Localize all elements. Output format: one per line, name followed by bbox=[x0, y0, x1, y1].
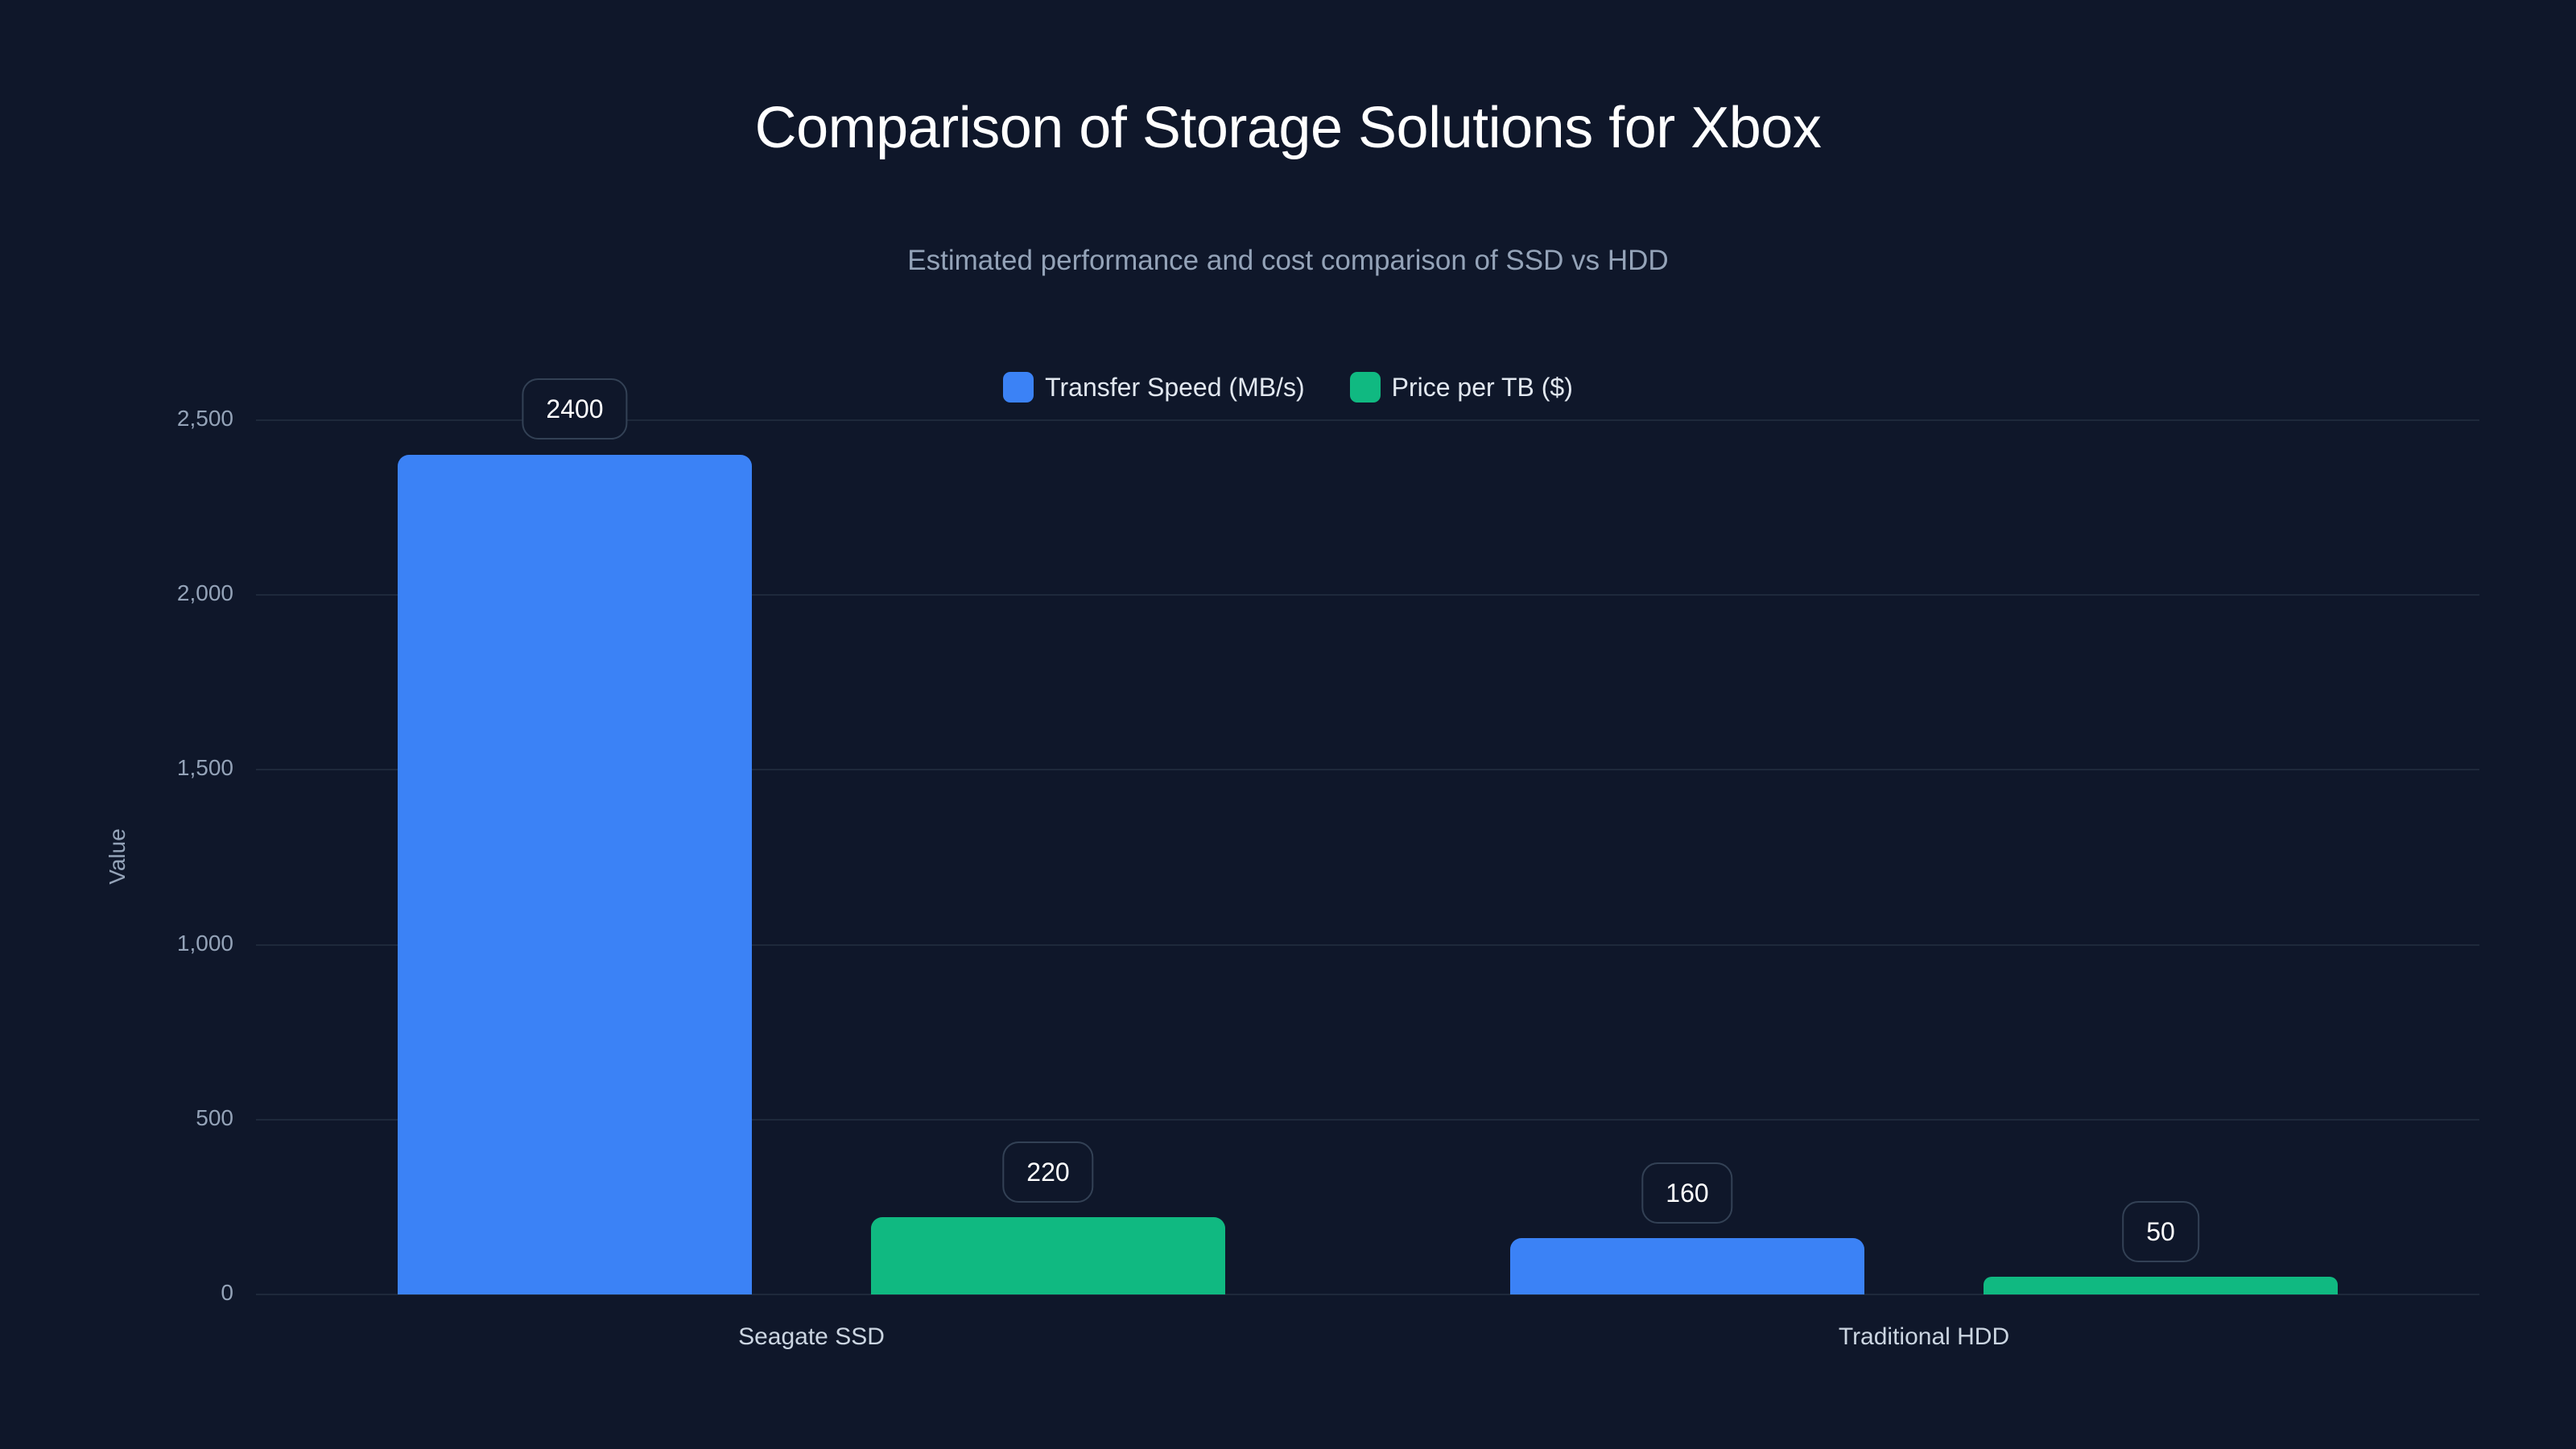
y-tick-label: 2,500 bbox=[176, 406, 233, 431]
legend-swatch-blue-icon bbox=[1003, 372, 1034, 402]
bar-ssd-transfer-speed[interactable] bbox=[398, 455, 752, 1294]
x-axis-baseline bbox=[256, 1294, 2479, 1295]
y-tick-label: 2,000 bbox=[176, 580, 233, 605]
legend-label: Transfer Speed (MB/s) bbox=[1045, 372, 1305, 402]
legend-item-transfer-speed[interactable]: Transfer Speed (MB/s) bbox=[1003, 372, 1305, 402]
bar-hdd-price[interactable] bbox=[1984, 1277, 2338, 1294]
bar-hdd-transfer-speed[interactable] bbox=[1510, 1238, 1864, 1294]
y-tick-label: 500 bbox=[196, 1105, 233, 1130]
gridline-1000 bbox=[256, 944, 2479, 946]
value-label-hdd-price: 50 bbox=[2122, 1201, 2199, 1262]
gridline-2000 bbox=[256, 594, 2479, 596]
chart-subtitle: Estimated performance and cost compariso… bbox=[907, 245, 1669, 276]
gridline-500 bbox=[256, 1119, 2479, 1121]
y-tick-label: 1,500 bbox=[176, 755, 233, 780]
bar-ssd-price[interactable] bbox=[871, 1217, 1225, 1294]
legend-item-price-per-tb[interactable]: Price per TB ($) bbox=[1349, 372, 1573, 402]
chart-title: Comparison of Storage Solutions for Xbox bbox=[754, 96, 1822, 160]
x-tick-label-ssd: Seagate SSD bbox=[738, 1323, 885, 1350]
y-tick-label: 1,000 bbox=[176, 931, 233, 956]
value-label-ssd-speed: 2400 bbox=[522, 378, 628, 440]
gridline-2500 bbox=[256, 419, 2479, 421]
value-label-ssd-price: 220 bbox=[1002, 1141, 1094, 1203]
legend-swatch-green-icon bbox=[1349, 372, 1381, 402]
legend: Transfer Speed (MB/s) Price per TB ($) bbox=[0, 372, 2576, 402]
legend-label: Price per TB ($) bbox=[1391, 372, 1573, 402]
gridline-1500 bbox=[256, 769, 2479, 770]
y-axis-label: Value bbox=[105, 828, 130, 885]
value-label-hdd-speed: 160 bbox=[1641, 1162, 1733, 1224]
y-tick-label: 0 bbox=[221, 1280, 233, 1305]
x-tick-label-hdd: Traditional HDD bbox=[1838, 1323, 2010, 1350]
